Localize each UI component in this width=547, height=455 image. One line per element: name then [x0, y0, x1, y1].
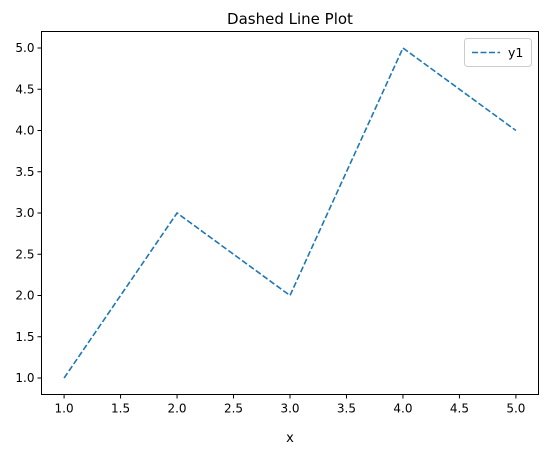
legend-label-y1: y1: [508, 45, 523, 60]
x-tick-label: 1.0: [55, 402, 74, 416]
plot-area: 1.0 1.5 2.0 2.5 3.0 3.5 4.0 4.5 5.0 1.0 1.5 2.0 2.5…: [15, 31, 539, 416]
y-tick-label: 1.0: [15, 371, 34, 385]
chart-title: Dashed Line Plot: [227, 10, 353, 28]
x-tick-label: 4.5: [450, 402, 469, 416]
y-tick-label: 2.0: [15, 289, 34, 303]
x-tick-label: 3.0: [280, 402, 299, 416]
x-tick-label: 1.5: [111, 402, 130, 416]
x-tick-label: 2.0: [167, 402, 186, 416]
series-line-y1: [63, 46, 517, 379]
y-tick-label: 3.5: [15, 165, 34, 179]
x-axis-label: x: [286, 431, 294, 446]
y-tick-label: 4.5: [15, 82, 34, 96]
series-layer: [63, 46, 517, 379]
y-tick-label: 4.0: [15, 124, 34, 138]
x-tick-label: 4.0: [393, 402, 412, 416]
x-tick-label: 3.5: [337, 402, 356, 416]
x-tick-label: 5.0: [506, 402, 525, 416]
y-tick-label: 1.5: [15, 330, 34, 344]
y-tick-label: 5.0: [15, 41, 34, 55]
x-axis-ticks: 1.0 1.5 2.0 2.5 3.0 3.5 4.0 4.5 5.0: [55, 394, 525, 416]
y-tick-label: 3.0: [15, 206, 34, 220]
legend: y1: [464, 38, 532, 67]
y-axis-ticks: 1.0 1.5 2.0 2.5 3.0 3.5 4.0 4.5 5.0: [15, 41, 42, 385]
y-tick-label: 2.5: [15, 247, 34, 261]
x-tick-label: 2.5: [224, 402, 243, 416]
